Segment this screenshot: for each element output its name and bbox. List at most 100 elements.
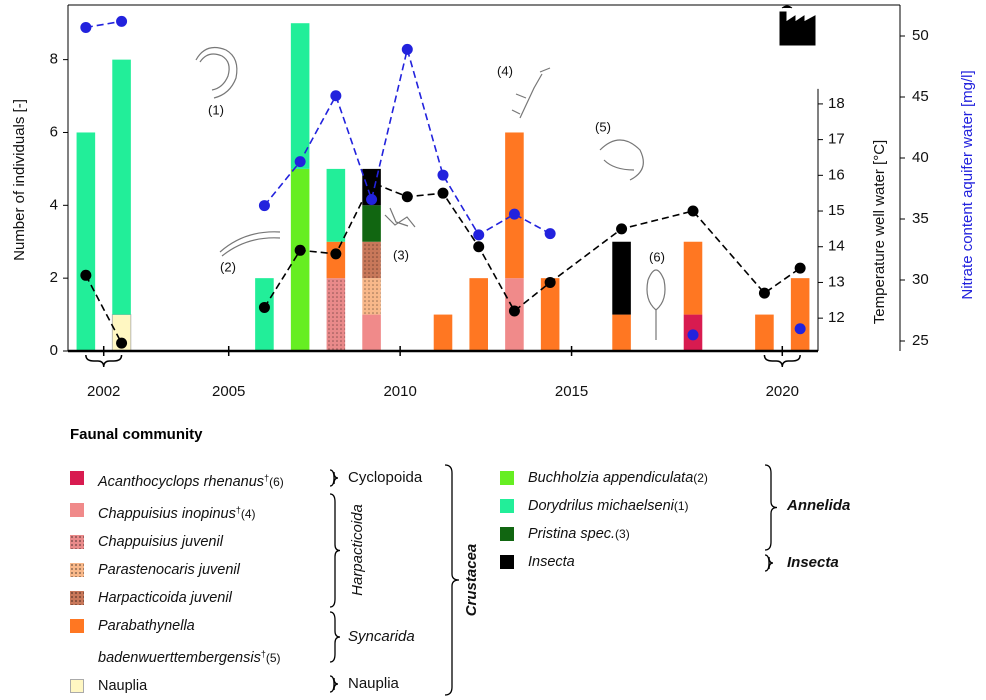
point	[758, 287, 770, 299]
annotation: (4)	[497, 63, 513, 78]
y2-tick-label: 14	[828, 238, 845, 255]
legend-swatch	[500, 499, 514, 513]
bar-segment	[255, 278, 274, 351]
legend-name: Nauplia	[98, 678, 148, 694]
legend-note: (1)	[674, 499, 689, 513]
point	[294, 156, 306, 168]
legend-name: Insecta	[528, 554, 575, 570]
legend-item: Harpacticoida juvenil	[70, 584, 313, 612]
legend-label: Buchholzia appendiculata(2)	[528, 464, 708, 492]
legend-label: Chappuisius inopinus†(4)	[98, 496, 256, 528]
group-label: Cyclopoida	[348, 469, 423, 486]
brace	[85, 354, 123, 368]
bar-segment	[790, 278, 810, 351]
y3-tick-label: 50	[912, 27, 929, 44]
brace	[329, 469, 339, 487]
legend-item: Insecta	[500, 548, 708, 576]
bar-segment	[362, 205, 381, 242]
bar-segment	[505, 132, 524, 279]
point	[258, 200, 270, 212]
point	[508, 208, 520, 220]
point	[616, 223, 628, 235]
legend-label: Harpacticoida juvenil	[98, 584, 232, 612]
y-tick-label: 2	[50, 269, 58, 286]
legend-note: (2)	[693, 471, 708, 485]
annotation: (6)	[649, 249, 665, 264]
legend-note: †(6)	[264, 473, 284, 489]
bar-segment	[362, 278, 381, 315]
y-tick-label: 6	[50, 123, 58, 140]
legend-name: Acanthocyclops rhenanus	[98, 474, 265, 490]
point	[544, 276, 556, 288]
legend-swatch	[500, 555, 514, 569]
legend-swatch	[70, 535, 84, 549]
legend-label: Pristina spec.(3)	[528, 520, 630, 548]
legend-item: Nauplia	[70, 672, 313, 700]
legend-ref: (5)	[265, 651, 281, 665]
point	[366, 193, 378, 205]
legend-item: Chappuisius juvenil	[70, 528, 313, 556]
point	[473, 229, 485, 241]
point	[437, 169, 449, 181]
legend-ref: (6)	[269, 475, 284, 489]
bar-segment	[469, 278, 488, 351]
legend-item: Chappuisius inopinus†(4)	[70, 496, 313, 528]
legend-ref: (2)	[693, 471, 708, 485]
legend-name: Dorydrilus michaelseni	[528, 498, 674, 514]
bar-segment	[326, 168, 346, 242]
x-tick-label: 2005	[212, 383, 245, 400]
bar-segment	[326, 241, 346, 279]
annotation: (1)	[208, 102, 224, 117]
bar-segment	[112, 59, 131, 315]
legend-label: Dorydrilus michaelseni(1)	[528, 492, 689, 520]
y2-axis-label: Temperature well water [°C]	[871, 140, 888, 324]
point	[80, 21, 92, 33]
point	[544, 228, 556, 240]
legend-item: Parastenocaris juvenil	[70, 556, 313, 584]
line	[85, 274, 123, 344]
legend: Buchholzia appendiculata(2) Dorydrilus mi…	[500, 464, 708, 576]
legend-item: Parabathynella badenwuerttembergensis†(5…	[70, 612, 313, 672]
group-label: Insecta	[787, 554, 839, 571]
legend-label: Nauplia	[98, 672, 147, 700]
legend-swatch	[70, 591, 84, 605]
y-tick-label: 4	[50, 196, 58, 213]
point	[401, 43, 413, 55]
x-tick-label: 2020	[766, 383, 799, 400]
legend-swatch	[70, 679, 84, 693]
point	[80, 269, 92, 281]
bar-segment	[612, 241, 631, 315]
legend-name: Harpacticoida juvenil	[98, 590, 232, 606]
bar-segment	[362, 241, 381, 279]
y3-tick-label: 30	[912, 271, 929, 288]
legend-mark: †	[235, 505, 241, 515]
legend-name: Parastenocaris juvenil	[98, 562, 240, 578]
point	[330, 90, 342, 102]
bar-segment	[683, 241, 703, 315]
legend: Acanthocyclops rhenanus†(6) Chappuisius i…	[70, 464, 313, 700]
legend-swatch	[70, 471, 84, 485]
x-tick-label: 2002	[87, 383, 120, 400]
bar-segment	[433, 314, 453, 351]
group-label: Crustacea	[463, 544, 480, 617]
legend-name: Chappuisius inopinus	[98, 506, 236, 522]
point	[437, 187, 449, 199]
y3-tick-label: 25	[912, 332, 929, 349]
legend-note: (3)	[615, 527, 630, 541]
bar-segment	[290, 23, 310, 169]
point	[794, 323, 806, 335]
legend-mark: †	[264, 473, 270, 483]
point	[794, 262, 806, 274]
brace	[329, 675, 339, 693]
y-tick-label: 8	[50, 51, 58, 68]
y2-tick-label: 17	[828, 131, 845, 148]
legend-title: Faunal community	[70, 426, 203, 443]
line	[85, 20, 122, 29]
legend-label: Acanthocyclops rhenanus†(6)	[98, 464, 284, 496]
legend-item: Dorydrilus michaelseni(1)	[500, 492, 708, 520]
x-tick-label: 2010	[383, 383, 416, 400]
brace	[444, 464, 460, 696]
annotation: (3)	[393, 247, 409, 262]
group-label: Harpacticoida	[349, 504, 366, 596]
annotation: (2)	[220, 259, 236, 274]
